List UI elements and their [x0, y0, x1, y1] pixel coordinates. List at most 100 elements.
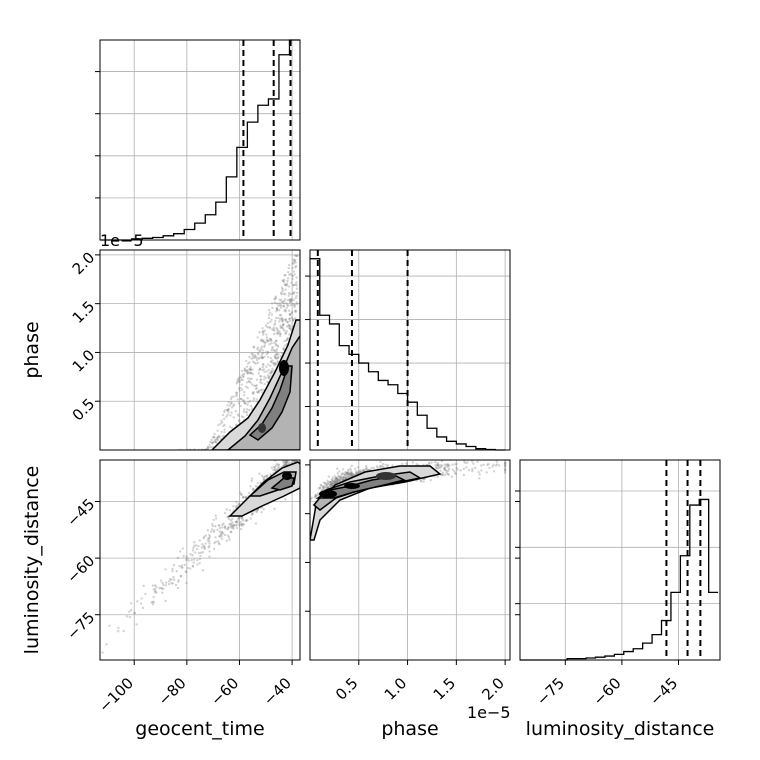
- scatter-point: [225, 408, 229, 412]
- scatter-point: [228, 509, 232, 512]
- scatter-point: [221, 526, 224, 529]
- scatter-point: [462, 473, 466, 477]
- scatter-point: [247, 401, 250, 404]
- scatter-point: [248, 361, 251, 364]
- scatter-point: [213, 529, 216, 532]
- scatter-point: [280, 298, 283, 302]
- scatter-point: [263, 475, 266, 479]
- scatter-point: [179, 575, 183, 578]
- scatter-point: [171, 569, 174, 573]
- scatter-point: [333, 477, 337, 481]
- scatter-point: [216, 439, 220, 442]
- scatter-point: [350, 464, 353, 468]
- scatter-point: [339, 476, 342, 479]
- scatter-point: [275, 353, 279, 356]
- scatter-point: [285, 461, 288, 464]
- scatter-point: [190, 559, 193, 562]
- scatter-point: [286, 337, 289, 341]
- scatter-point: [282, 462, 285, 465]
- scatter-point: [362, 468, 366, 472]
- scatter-point: [253, 361, 256, 364]
- scatter-point: [283, 299, 286, 303]
- scatter-point: [251, 360, 255, 363]
- scatter-point: [331, 476, 334, 479]
- scatter-point: [229, 530, 232, 534]
- scatter-point: [250, 479, 253, 483]
- scatter-point: [227, 517, 231, 521]
- scatter-point: [187, 559, 190, 562]
- scatter-point: [251, 372, 255, 376]
- scatter-point: [274, 353, 277, 357]
- scatter-point: [281, 319, 284, 323]
- scatter-point: [340, 477, 344, 481]
- scatter-point: [272, 362, 276, 366]
- scatter-point: [237, 402, 241, 405]
- scatter-point: [252, 488, 255, 492]
- scatter-point: [213, 439, 217, 442]
- scatter-point: [260, 388, 263, 391]
- scatter-point: [482, 463, 485, 467]
- scatter-point: [345, 472, 348, 476]
- scatter-point: [260, 354, 263, 358]
- scatter-point: [273, 361, 276, 365]
- scatter-point: [285, 282, 289, 285]
- scatter-point: [151, 584, 155, 587]
- scatter-point: [268, 343, 271, 346]
- y-tick-label: −60: [63, 552, 98, 587]
- scatter-point: [266, 351, 270, 354]
- scatter-point: [238, 419, 241, 422]
- scatter-point: [258, 331, 261, 334]
- scatter-point: [217, 423, 220, 427]
- scatter-point: [288, 455, 290, 457]
- scatter-point: [294, 283, 297, 286]
- contour-panel-phase-luminosity-distance: [309, 459, 511, 661]
- scatter-point: [284, 319, 288, 322]
- scatter-point: [256, 336, 259, 339]
- scatter-point: [286, 270, 290, 274]
- scatter-point: [262, 478, 265, 481]
- x-tick-label: 0.5: [332, 674, 362, 704]
- scatter-point: [288, 460, 291, 464]
- scatter-point: [346, 471, 349, 475]
- scatter-point: [288, 312, 292, 316]
- scatter-point: [288, 300, 292, 304]
- scatter-point: [287, 267, 290, 270]
- scatter-point: [270, 349, 273, 352]
- contour-peak: [344, 483, 360, 489]
- x-label-geocent-time: geocent_time: [135, 718, 264, 740]
- scatter-point: [243, 369, 246, 372]
- scatter-point: [294, 266, 297, 269]
- scatter-point: [275, 308, 279, 311]
- scatter-point: [290, 298, 293, 301]
- scatter-point: [376, 466, 380, 469]
- scatter-point: [267, 339, 270, 343]
- scatter-point: [252, 391, 255, 394]
- scatter-point: [228, 404, 232, 407]
- scatter-point: [243, 367, 247, 370]
- scatter-point: [221, 435, 224, 438]
- scatter-point: [442, 467, 446, 470]
- hist-panel-phase: [305, 249, 511, 451]
- scatter-point: [271, 346, 274, 349]
- scatter-point: [275, 348, 279, 351]
- scatter-point: [236, 519, 239, 522]
- scatter-point: [251, 512, 254, 516]
- scatter-point: [286, 336, 290, 340]
- scatter-point: [286, 321, 289, 324]
- scatter-point: [228, 425, 232, 429]
- contour-inner: [248, 365, 293, 441]
- scatter-point: [264, 324, 268, 327]
- scatter-point: [250, 357, 253, 361]
- scatter-point: [258, 368, 261, 372]
- scatter-point: [243, 368, 247, 371]
- scatter-point: [263, 355, 266, 359]
- scatter-point: [223, 428, 226, 431]
- scatter-point: [314, 494, 318, 498]
- scatter-point: [223, 409, 226, 412]
- scatter-point: [333, 480, 336, 483]
- scatter-point: [206, 445, 210, 449]
- scatter-point: [341, 476, 344, 479]
- scatter-point: [182, 555, 185, 558]
- scatter-point: [288, 313, 292, 316]
- scatter-point: [265, 370, 268, 373]
